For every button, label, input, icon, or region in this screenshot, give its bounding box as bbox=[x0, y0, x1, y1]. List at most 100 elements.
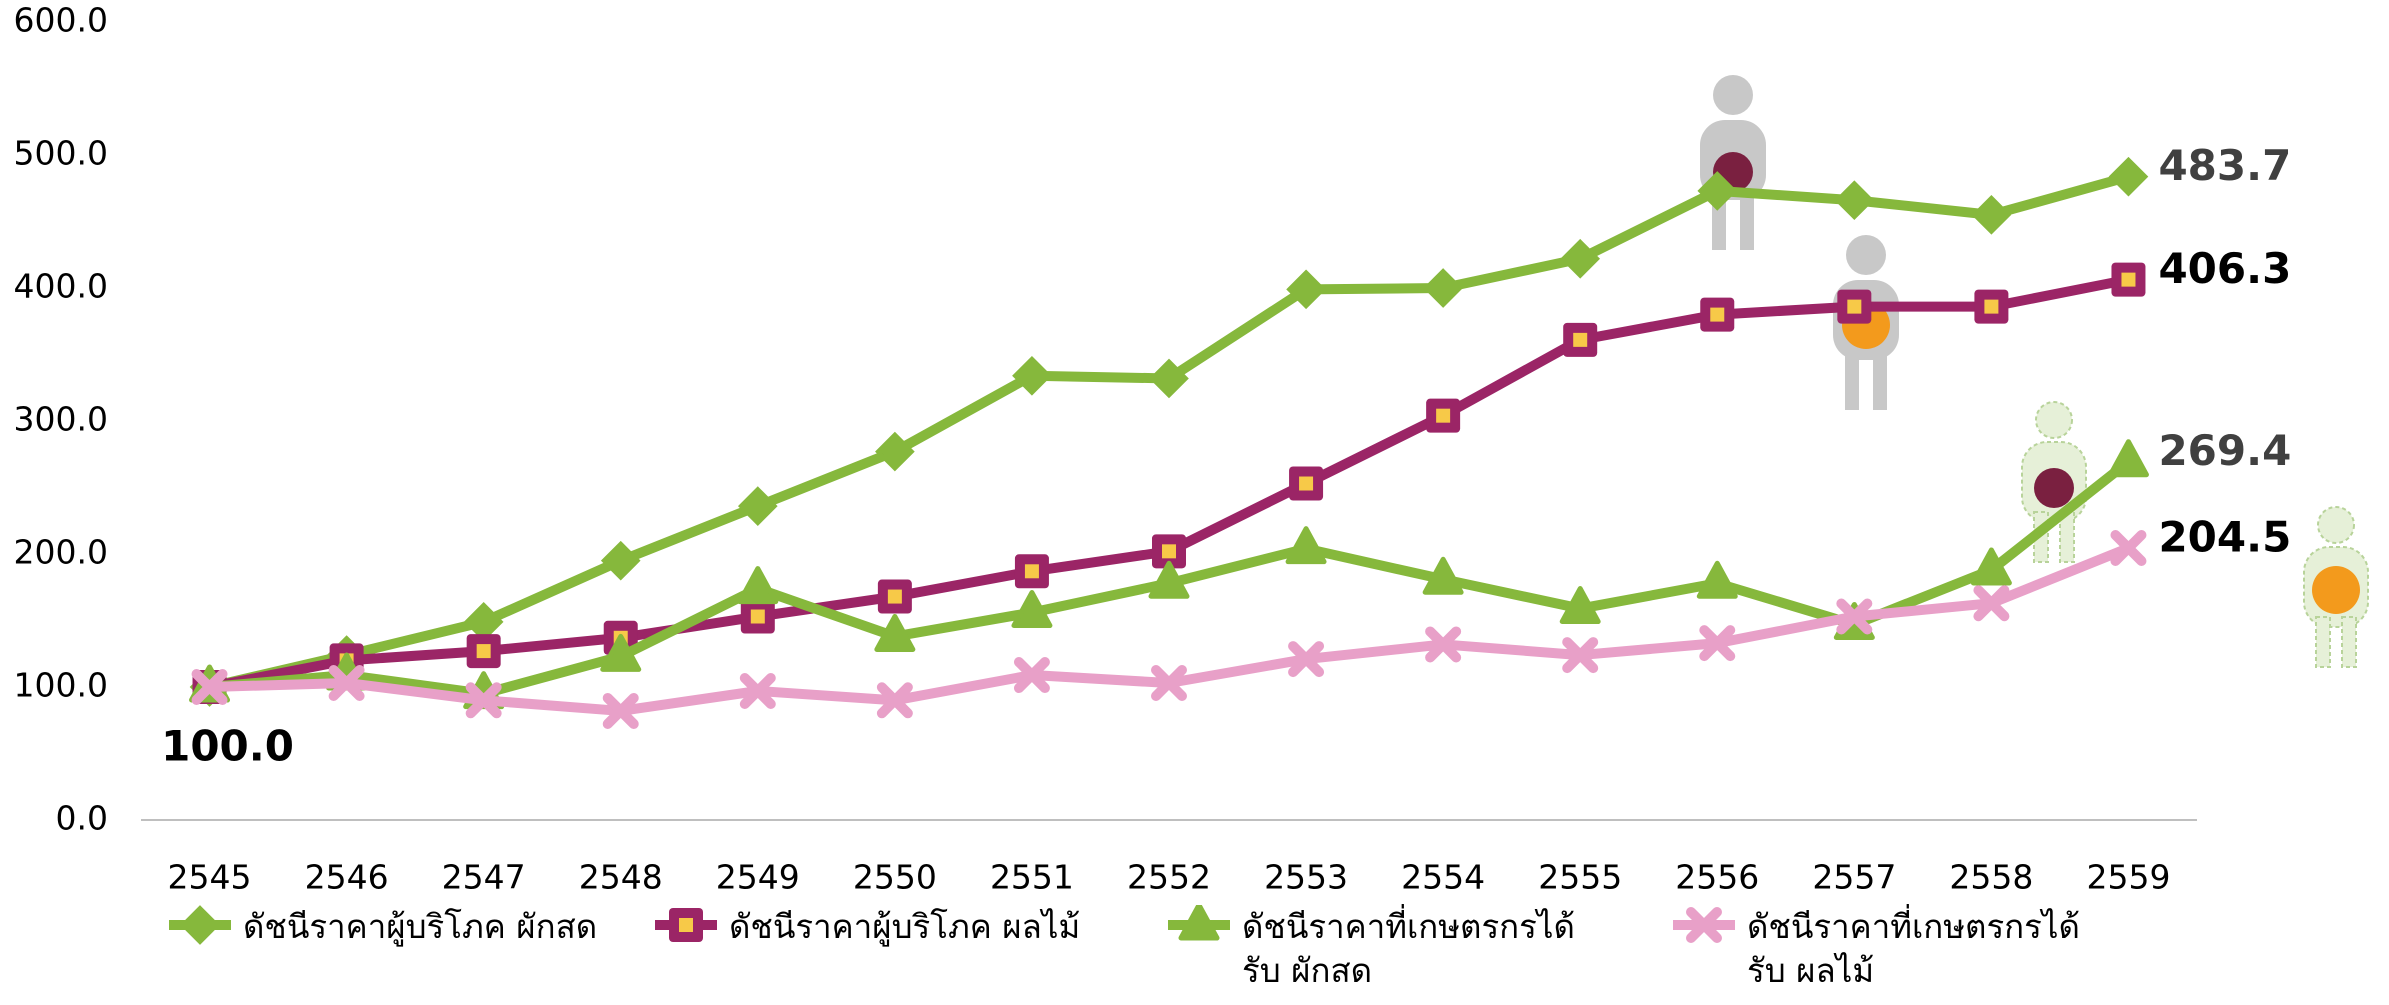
marker bbox=[1178, 905, 1220, 941]
marker bbox=[1696, 560, 1738, 599]
marker-inner bbox=[1436, 408, 1451, 423]
y-tick-label: 200.0 bbox=[14, 533, 108, 572]
data-label: 100.0 bbox=[161, 722, 294, 771]
marker-inner bbox=[1024, 564, 1039, 579]
series: 204.5 bbox=[191, 513, 2291, 729]
marker bbox=[737, 566, 779, 605]
marker-inner bbox=[679, 918, 693, 932]
marker bbox=[1151, 665, 1187, 702]
marker-inner bbox=[1299, 476, 1314, 491]
marker bbox=[180, 905, 220, 945]
y-tick-label: 0.0 bbox=[56, 799, 108, 838]
marker bbox=[191, 669, 228, 705]
marker-inner bbox=[1847, 299, 1862, 314]
marker bbox=[600, 633, 642, 672]
marker-inner bbox=[1984, 299, 1999, 314]
legend-item: ดัชนีราคาที่เกษตรกรได้รับ ผักสด bbox=[1164, 905, 1602, 993]
data-label: 406.3 bbox=[2158, 244, 2291, 293]
marker bbox=[1425, 626, 1462, 663]
marker bbox=[2108, 156, 2149, 197]
x-tick-label: 2556 bbox=[1675, 858, 1759, 897]
marker bbox=[1686, 907, 1722, 943]
marker-inner bbox=[1710, 307, 1725, 322]
y-tick-label: 100.0 bbox=[14, 666, 108, 705]
marker bbox=[1697, 171, 1738, 211]
legend-item: ดัชนีราคาผู้บริโภค ผลไม้ bbox=[651, 905, 1089, 949]
data-label: 204.5 bbox=[2158, 513, 2291, 562]
line bbox=[208, 171, 2130, 692]
x-tick-label: 2552 bbox=[1127, 858, 1211, 897]
x-tick-label: 2550 bbox=[853, 858, 937, 897]
marker bbox=[1149, 358, 1189, 399]
legend-swatch bbox=[1673, 907, 1735, 943]
marker bbox=[2110, 530, 2147, 567]
x-tick-label: 2557 bbox=[1812, 858, 1896, 897]
legend-swatch bbox=[1168, 905, 1230, 941]
data-label: 269.4 bbox=[2158, 426, 2291, 475]
marker bbox=[1422, 556, 1464, 595]
marker bbox=[874, 613, 916, 652]
legend-label: ดัชนีราคาผู้บริโภค ผักสด bbox=[243, 907, 598, 946]
marker bbox=[1562, 637, 1599, 674]
data-label: 483.7 bbox=[2158, 141, 2291, 190]
marker bbox=[1286, 269, 1326, 310]
x-tick-label: 2545 bbox=[168, 858, 252, 897]
legend-item: ดัชนีราคาที่เกษตรกรได้รับ ผลไม้ bbox=[1669, 905, 2107, 993]
marker bbox=[465, 682, 502, 719]
marker bbox=[600, 540, 641, 581]
legend-label: ดัชนีราคาที่เกษตรกรได้รับ ผลไม้ bbox=[1747, 907, 2080, 990]
series: 269.4 bbox=[189, 426, 2291, 710]
marker bbox=[1971, 195, 2012, 235]
marker bbox=[1011, 590, 1053, 629]
marker bbox=[1013, 657, 1050, 694]
marker bbox=[1834, 180, 1875, 221]
marker bbox=[1423, 268, 1463, 308]
marker bbox=[737, 486, 778, 526]
legend-swatch bbox=[655, 908, 717, 942]
x-tick-label: 2554 bbox=[1401, 858, 1485, 897]
marker-inner bbox=[887, 589, 902, 604]
marker bbox=[1970, 547, 2012, 586]
marker bbox=[1559, 586, 1601, 625]
marker bbox=[2107, 439, 2149, 478]
marker bbox=[1288, 641, 1325, 678]
marker bbox=[463, 602, 504, 642]
y-tick-label: 500.0 bbox=[14, 134, 108, 173]
marker bbox=[328, 665, 365, 702]
marker-inner bbox=[750, 609, 765, 624]
marker bbox=[1699, 625, 1736, 662]
legend-item: ดัชนีราคาผู้บริโภค ผักสด bbox=[165, 905, 603, 949]
x-tick-label: 2547 bbox=[442, 858, 526, 897]
y-tick-label: 300.0 bbox=[14, 400, 108, 439]
x-tick-label: 2551 bbox=[990, 858, 1074, 897]
series: 100.0 406.3 bbox=[161, 244, 2291, 770]
marker bbox=[739, 672, 776, 709]
marker bbox=[1836, 598, 1873, 635]
marker-inner bbox=[2121, 272, 2136, 287]
x-tick-label: 2546 bbox=[305, 858, 389, 897]
marker bbox=[875, 431, 915, 472]
marker-inner bbox=[1162, 544, 1176, 559]
y-tick-label: 600.0 bbox=[14, 1, 108, 40]
legend-swatch bbox=[169, 905, 231, 945]
x-tick-label: 2548 bbox=[579, 858, 663, 897]
x-tick-label: 2553 bbox=[1264, 858, 1348, 897]
legend-label: ดัชนีราคาที่เกษตรกรได้รับ ผักสด bbox=[1242, 907, 1575, 990]
marker bbox=[1012, 355, 1052, 396]
marker bbox=[1973, 585, 2010, 622]
marker-inner bbox=[1573, 332, 1588, 347]
marker bbox=[876, 682, 913, 719]
x-tick-label: 2549 bbox=[716, 858, 800, 897]
x-tick-label: 2555 bbox=[1538, 858, 1622, 897]
marker bbox=[602, 692, 639, 729]
x-tick-label: 2559 bbox=[2086, 858, 2170, 897]
marker-inner bbox=[476, 644, 491, 659]
marker bbox=[1148, 560, 1190, 599]
marker bbox=[1560, 238, 1601, 279]
marker bbox=[1285, 526, 1327, 565]
x-tick-label: 2558 bbox=[1949, 858, 2033, 897]
y-tick-label: 400.0 bbox=[14, 267, 108, 306]
legend-label: ดัชนีราคาผู้บริโภค ผลไม้ bbox=[729, 907, 1081, 946]
